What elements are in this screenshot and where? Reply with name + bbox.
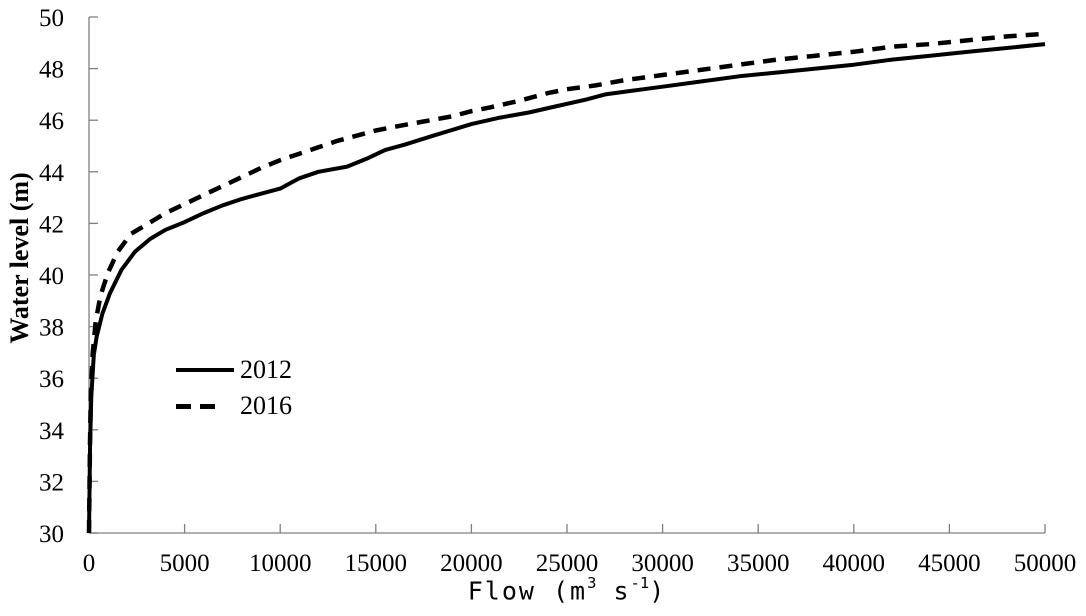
dashed-line-icon: [200, 403, 215, 409]
x-axis-title-sup-inverse: -1: [630, 573, 650, 592]
y-tick-label: 34: [39, 418, 65, 445]
y-axis-title: Water level (m): [5, 172, 34, 344]
y-tick-label: 30: [39, 521, 64, 548]
x-tick-label: 5000: [160, 550, 210, 577]
x-tick-label: 30000: [631, 550, 694, 577]
y-tick-label: 50: [39, 5, 64, 32]
x-tick-label: 0: [83, 550, 96, 577]
legend-label-2016: 2016: [240, 391, 292, 420]
y-tick-label: 38: [39, 315, 64, 342]
series-line-2012: [87, 42, 1046, 534]
x-tick-label: 40000: [823, 550, 886, 577]
x-axis-title-text: s: [596, 576, 631, 606]
dashed-line-swatch: [176, 403, 240, 409]
solid-line-icon: [176, 368, 234, 372]
legend-item-2012: 2012: [176, 352, 292, 388]
y-tick-label: 46: [39, 108, 64, 135]
y-tick-label: 32: [39, 469, 64, 496]
x-tick-label: 50000: [1014, 550, 1077, 577]
y-tick-label: 42: [39, 211, 64, 238]
x-axis-title: Flow (m3 s-1): [89, 573, 1045, 606]
x-tick-label: 10000: [249, 550, 312, 577]
x-tick-label: 35000: [727, 550, 790, 577]
legend: 2012 2016: [176, 352, 292, 424]
solid-line-swatch: [176, 368, 240, 372]
y-tick-label: 40: [39, 263, 64, 290]
x-tick-label: 15000: [345, 550, 408, 577]
legend-item-2016: 2016: [176, 388, 292, 424]
x-tick-label: 25000: [536, 550, 599, 577]
legend-label-2012: 2012: [240, 355, 292, 384]
x-axis-title-text: ): [649, 576, 667, 606]
series-line-2016: [86, 31, 1046, 534]
x-tick-label: 45000: [918, 550, 981, 577]
y-tick-label: 44: [39, 160, 65, 187]
x-tick-label: 20000: [440, 550, 503, 577]
x-axis-title-sup-cubed: 3: [587, 573, 597, 592]
x-axis-title-text: Flow (m: [467, 576, 588, 606]
dashed-line-icon: [176, 403, 191, 409]
y-tick-label: 36: [39, 366, 64, 393]
y-tick-label: 48: [39, 57, 64, 84]
